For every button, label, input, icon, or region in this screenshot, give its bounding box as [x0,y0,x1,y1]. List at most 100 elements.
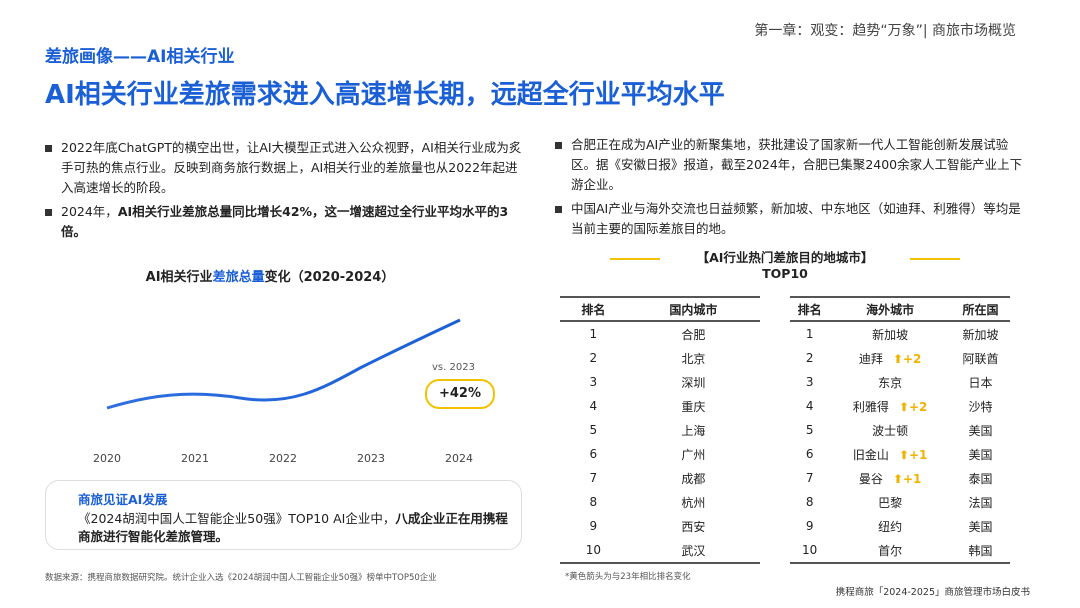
cell-text: 3 [589,375,598,389]
text: 2024年， [61,204,118,219]
cell: 1 [790,321,829,346]
cell: 9 [790,514,829,538]
row: 1 合肥 [560,321,760,346]
cell-text: 8 [589,495,598,509]
cell: 北京 [627,346,760,370]
row: 6 旧金山 ⬆+1 美国 [790,442,1010,466]
row: 2 迪拜 ⬆+2 阿联酋 [790,346,1010,370]
cell: 8 [560,490,627,514]
title: AI相关行业差旅需求进入高速增长期，远超全行业平均水平 [45,80,725,110]
cell-text: 沙特 [968,399,993,414]
rank-change: +2 [903,351,922,366]
rank-change: +1 [909,447,928,462]
row: 10 首尔 韩国 [790,538,1010,563]
bullet: 中国AI产业与海外交流也日益频繁，新加坡、中东地区（如迪拜、利雅得）等均是当前主… [555,199,1033,239]
rank-change: +1 [903,471,922,486]
footer: 携程商旅「2024-2025」商旅管理市场白皮书 [835,587,1030,598]
cell: 6 [560,442,627,466]
cell-text: 10 [585,543,601,557]
cell: 8 [790,490,829,514]
row: 1 新加坡 新加坡 [790,321,1010,346]
row: 5 波士顿 美国 [790,418,1010,442]
text: 《2024胡润中国人工智能企业50强》TOP10 AI企业中， [78,511,396,526]
cell: 6 [790,442,829,466]
chapter: 第一章：观变：趋势“万象”| 商旅市场概览 [754,23,1016,39]
note: *黄色箭头为与23年相比排名变化 [565,572,691,582]
table-title: 【AI行业热门差旅目的地城市】 TOP10 [660,250,910,282]
right-bullets: 合肥正在成为AI产业的新聚集地，获批建设了国家新一代人工智能创新发展试验区。据《… [555,135,1033,243]
cell: 韩国 [951,538,1010,563]
cell: 3 [790,370,829,394]
bullet: 合肥正在成为AI产业的新聚集地，获批建设了国家新一代人工智能创新发展试验区。据《… [555,135,1033,195]
cell: 美国 [951,418,1010,442]
row: 7 曼谷 ⬆+1 泰国 [790,466,1010,490]
cell-text: 深圳 [681,375,706,390]
cell-text: 新加坡 [962,327,999,342]
cell: 泰国 [951,466,1010,490]
row: 4 重庆 [560,394,760,418]
cell-text: 5 [805,423,814,437]
cell-text: 旧金山 [852,447,889,462]
cell: 广州 [627,442,760,466]
cell: 新加坡 [951,321,1010,346]
cell: 美国 [951,514,1010,538]
cell: 巴黎 [829,490,951,514]
cell: 日本 [951,370,1010,394]
cell-text: 8 [805,495,814,509]
row: 10 武汉 [560,538,760,563]
cell-text: 武汉 [681,543,706,558]
rank-up: ⬆+2 [892,351,922,366]
rank-change: +2 [909,399,928,414]
bullet: 2022年底ChatGPT的横空出世，让AI大模型正式进入公众视野，AI相关行业… [45,138,525,198]
cell: 2 [790,346,829,370]
row: 6 广州 [560,442,760,466]
cell: 迪拜 ⬆+2 [829,346,951,370]
source: 数据来源：携程商旅数据研究院。统计企业入选《2024胡润中国人工智能企业50强》… [45,573,437,583]
cell: 杭州 [627,490,760,514]
insight-title: 商旅见证AI发展 [78,492,168,507]
callout-note: vs. 2023 [432,362,475,373]
cell: 阿联酋 [951,346,1010,370]
cell: 美国 [951,442,1010,466]
cell: 新加坡 [829,321,951,346]
trend-line [106,318,461,410]
cell: 西安 [627,514,760,538]
cell-text: 7 [805,471,814,485]
cell: 曼谷 ⬆+1 [829,466,951,490]
cell-text: 6 [589,447,598,461]
cell-text: 迪拜 [858,351,883,366]
cell-text: 5 [589,423,598,437]
row: 3 东京 日本 [790,370,1010,394]
x-tick-label: 2022 [269,452,297,465]
section: 差旅画像——AI相关行业 [45,47,235,67]
x-tick-label: 2024 [445,452,473,465]
domestic-table: 排名 国内城市 1 合肥 2 北京 3 深圳 4 重庆 5 上海 6 广州 7 成都 8 杭州 9 西安 10 武汉 [560,296,760,564]
cell-text: 巴黎 [878,495,903,510]
cell-text: 西安 [681,519,706,534]
row: 7 成都 [560,466,760,490]
insight-box: 商旅见证AI发展 《2024胡润中国人工智能企业50强》TOP10 AI企业中，… [45,480,522,550]
cell-text: 曼谷 [858,471,883,486]
cell: 10 [560,538,627,563]
cell: 4 [560,394,627,418]
text: AI相关行业 [145,270,213,285]
cell: 9 [560,514,627,538]
cell: 合肥 [627,321,760,346]
cell-text: 重庆 [681,399,706,414]
left-bullets: 2022年底ChatGPT的横空出世，让AI大模型正式进入公众视野，AI相关行业… [45,138,525,246]
header-cell: 排名 [790,296,830,322]
deco [610,258,660,260]
cell: 沙特 [951,394,1010,418]
row: 9 纽约 美国 [790,514,1010,538]
cell: 7 [790,466,829,490]
rank-up: ⬆+1 [892,471,922,486]
header-row: 排名 国内城市 [560,296,760,322]
text: AI相关行业差旅总量同比增长42%，这一增速超过全行业平均水平的3倍。 [61,204,509,239]
chart-title: AI相关行业差旅总量变化（2020-2024） [45,266,495,285]
header-cell: 所在国 [951,296,1010,322]
text: 差旅总量 [212,270,265,285]
cell-text: 10 [801,543,818,557]
cell: 7 [560,466,627,490]
cell-text: 4 [805,399,814,413]
row: 9 西安 [560,514,760,538]
